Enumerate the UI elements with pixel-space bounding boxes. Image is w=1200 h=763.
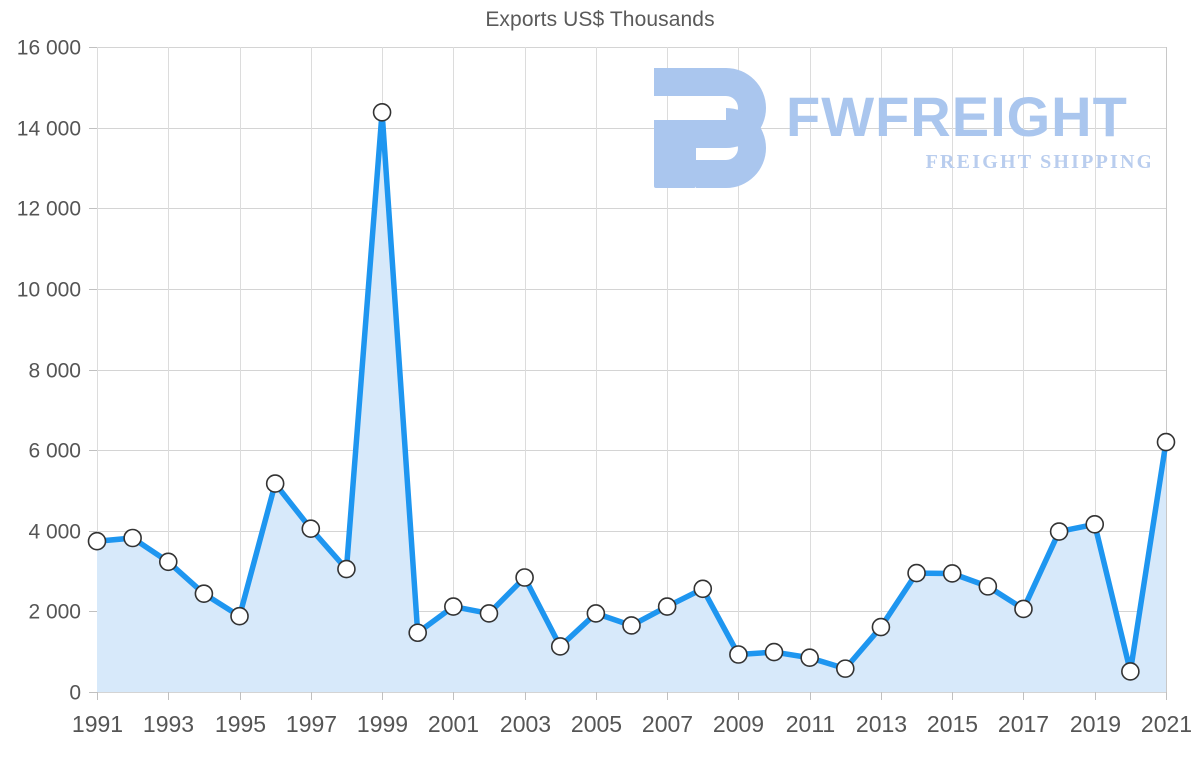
y-axis-tick-label: 10 000: [17, 279, 81, 302]
y-axis-tick-label: 16 000: [17, 37, 81, 60]
x-axis-tick-label: 2019: [1070, 711, 1121, 737]
data-point-marker: 1996: 5170: [265, 474, 285, 493]
horizontal-gridlines: [97, 47, 1166, 693]
data-point-marker: 2015: 2940: [942, 564, 962, 583]
data-point-marker: 2016: 2620: [978, 577, 998, 596]
data-point-marker: 2010: 990: [764, 642, 784, 662]
x-axis-tick-label: 1995: [215, 711, 266, 737]
y-axis-tick-label: 14 000: [17, 118, 81, 141]
data-point-marker: 1993: 3230: [158, 552, 178, 572]
data-point-marker: 1998: 3050: [337, 559, 356, 579]
data-point-marker: 2012: 580: [835, 659, 855, 678]
data-point-marker: 2004: 1130: [550, 637, 570, 656]
data-point-marker: 2009: 930: [729, 645, 748, 664]
data-point-marker: 1991: 3740: [87, 531, 107, 551]
x-axis-tick-label: 2007: [642, 711, 693, 737]
data-point-marker: 2006: 1650: [622, 616, 641, 635]
x-axis-tick-label: 2005: [571, 711, 622, 737]
data-point-marker: 2021: 6200: [1156, 432, 1176, 452]
y-axis-tick-label: 12 000: [17, 198, 81, 221]
x-axis-tick-label: 2003: [500, 711, 551, 737]
x-axis-tick-label: 2021: [1141, 711, 1192, 737]
data-point-marker: 1999: 14380: [372, 103, 392, 122]
y-axis-labels: 0 2 000 4 000 6 000 8 000 10 000 12 000 14 000 1…: [17, 37, 81, 705]
data-point-marker: 2008: 2560: [693, 579, 713, 599]
x-axis-tick-label: 1997: [286, 711, 337, 737]
data-point-marker: 2011: 850: [800, 648, 819, 668]
x-axis-tick-label: 1993: [143, 711, 194, 737]
y-axis-tick-label: 0: [69, 682, 81, 705]
y-axis-tick-label: 2 000: [28, 601, 81, 624]
y-axis-tickmarks: [89, 47, 97, 693]
data-point-marker: 2007: 2120: [657, 597, 677, 616]
x-axis-tick-label: 2017: [998, 711, 1049, 737]
y-axis-tick-label: 4 000: [28, 521, 81, 544]
x-axis-tick-label: 1999: [357, 711, 408, 737]
x-axis-tick-label: 2013: [856, 711, 907, 737]
data-point-marker: 2014: 2950: [907, 563, 926, 583]
data-point-marker: 2013: 1610: [871, 617, 891, 637]
x-axis-tick-label: 2009: [713, 711, 764, 737]
x-axis-tickmarks: [97, 692, 1167, 700]
data-point-marker: 2002: 1950: [479, 604, 499, 623]
data-point-marker: 2020: 510: [1121, 662, 1140, 681]
x-axis-tick-label: 2015: [927, 711, 978, 737]
data-point-marker: 1994: 2440: [194, 584, 214, 603]
data-point-marker: 2003: 2840: [515, 568, 534, 587]
chart-title: Exports US$ Thousands: [485, 8, 715, 31]
area-fill: [97, 112, 1166, 692]
series-markers: 1991: 3740 1992: 3820 1993: 3230 1994: 2440…: [87, 103, 1176, 681]
y-axis-tick-label: 6 000: [28, 440, 81, 463]
x-axis-tick-label: 1991: [72, 711, 123, 737]
data-point-marker: 2019: 4160: [1085, 514, 1105, 534]
data-point-marker: 1995: 1880: [230, 606, 249, 626]
x-axis-labels: 1991 1993 1995 1997 1999 2001 2003 2005 2007 2009…: [72, 711, 1192, 737]
data-point-marker: 1992: 3820: [123, 528, 142, 548]
x-axis-tick-label: 2011: [786, 711, 835, 737]
y-axis-tick-label: 8 000: [28, 360, 81, 383]
data-point-marker: 2001: 2120: [444, 597, 463, 616]
data-point-marker: 2005: 1950: [586, 604, 606, 623]
data-point-marker: 2018: 3980: [1049, 522, 1069, 541]
x-axis-tick-label: 2001: [428, 711, 479, 737]
data-point-marker: 1997: 4050: [301, 519, 321, 539]
data-point-marker: 2017: 2060: [1014, 599, 1033, 619]
